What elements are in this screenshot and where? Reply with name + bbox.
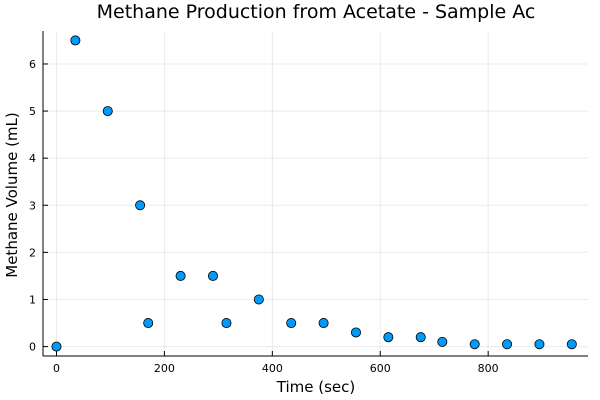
data-point (534, 339, 545, 350)
data-point (318, 318, 329, 329)
y-tick-label: 6 (29, 58, 36, 71)
x-tick-label: 800 (478, 362, 499, 375)
grid (43, 31, 588, 356)
data-point (415, 332, 426, 343)
data-point (51, 341, 62, 352)
data-point (221, 318, 232, 329)
x-tick-labels: 0 200 400 600 800 (53, 362, 499, 375)
data-point (350, 327, 361, 338)
y-tick-label: 0 (29, 341, 36, 354)
data-point (566, 339, 577, 350)
data-point (286, 318, 297, 329)
data-points (51, 35, 577, 352)
axes (42, 31, 588, 357)
data-point (469, 339, 480, 350)
data-point (383, 332, 394, 343)
data-point (175, 270, 186, 281)
data-point (253, 294, 264, 305)
data-point (102, 106, 113, 117)
x-tick-label: 200 (154, 362, 175, 375)
x-axis-label: Time (sec) (276, 378, 355, 396)
data-point (70, 35, 81, 46)
y-tick-label: 2 (29, 246, 36, 259)
y-tick-labels: 0 1 2 3 4 5 6 (29, 58, 36, 354)
data-point (207, 270, 218, 281)
data-point (502, 339, 513, 350)
chart-title: Methane Production from Acetate - Sample… (97, 1, 536, 23)
y-axis-label: Methane Volume (mL) (3, 112, 21, 277)
y-tick-label: 1 (29, 293, 36, 306)
y-tick-label: 5 (29, 105, 36, 118)
y-tick-label: 4 (29, 152, 36, 165)
y-tick-label: 3 (29, 199, 36, 212)
data-point (135, 200, 146, 211)
data-point (143, 318, 154, 329)
x-tick-label: 400 (262, 362, 283, 375)
x-tick-label: 0 (53, 362, 60, 375)
data-point (437, 336, 448, 347)
x-tick-label: 600 (370, 362, 391, 375)
